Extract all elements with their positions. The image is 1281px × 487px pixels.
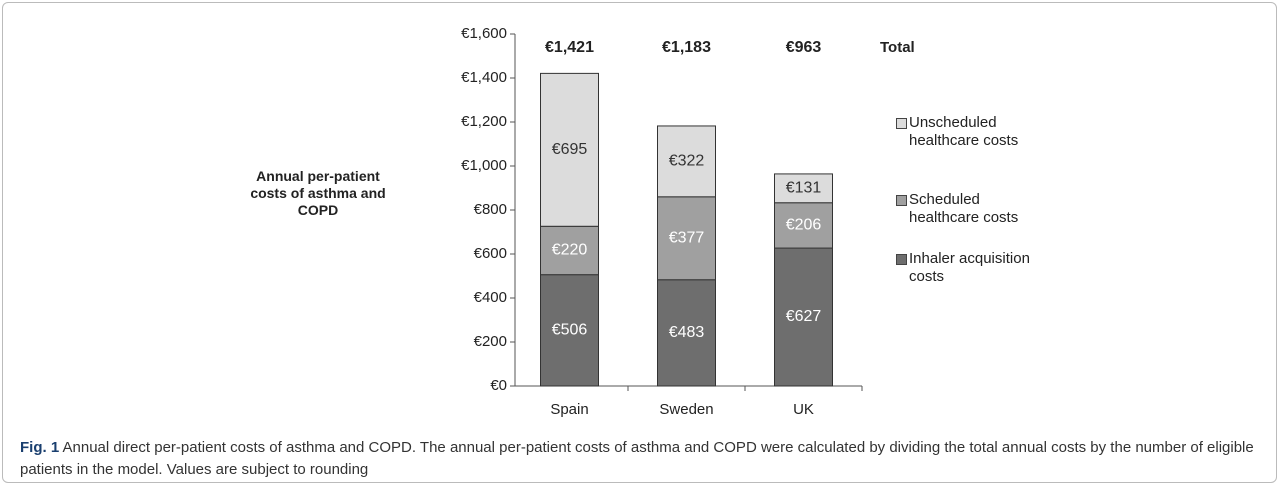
- bar-segment: [657, 125, 716, 198]
- legend-item: Inhaler acquisition costs: [896, 250, 1046, 286]
- caption-label: Fig. 1: [20, 439, 60, 456]
- y-axis-label: Annual per-patient costs of asthma and C…: [250, 168, 386, 218]
- y-tick-label: €800: [474, 201, 507, 218]
- value-label: €322: [669, 153, 705, 170]
- caption-text: Annual direct per-patient costs of asthm…: [20, 439, 1254, 478]
- bar-segment: [540, 274, 599, 387]
- value-label: €483: [669, 324, 705, 341]
- value-label: €131: [786, 180, 822, 197]
- value-label: €627: [786, 308, 822, 325]
- y-tick-label: €600: [474, 245, 507, 262]
- x-tick-label: Spain: [550, 401, 588, 418]
- bar-segment: [540, 72, 599, 227]
- bar-segment: [657, 279, 716, 387]
- y-tick-label: €1,600: [461, 25, 507, 42]
- total-label: €1,421: [545, 39, 594, 56]
- legend-label: Inhaler acquisition costs: [909, 250, 1030, 285]
- y-tick-label: €1,200: [461, 113, 507, 130]
- bar-segment: [774, 202, 833, 249]
- x-tick-label: UK: [793, 401, 814, 418]
- legend-label: Unscheduled healthcare costs: [909, 114, 1019, 149]
- value-label: €377: [669, 229, 705, 246]
- legend-item: Scheduled healthcare costs: [896, 191, 1046, 227]
- legend-swatch: [896, 118, 907, 129]
- value-label: €695: [552, 141, 588, 158]
- total-title: Total: [880, 39, 915, 56]
- caption: Fig. 1 Annual direct per-patient costs o…: [20, 437, 1260, 481]
- y-tick-label: €200: [474, 333, 507, 350]
- bar-segment: [774, 173, 833, 204]
- legend-label: Scheduled healthcare costs: [909, 191, 1019, 226]
- value-label: €506: [552, 322, 588, 339]
- y-tick-label: €0: [490, 377, 507, 394]
- legend-swatch: [896, 195, 907, 206]
- y-tick-label: €400: [474, 289, 507, 306]
- y-tick-label: €1,000: [461, 157, 507, 174]
- bar-segment: [657, 196, 716, 281]
- total-label: €963: [786, 39, 822, 56]
- total-label: €1,183: [662, 39, 711, 56]
- y-tick-label: €1,400: [461, 69, 507, 86]
- legend-item: Unscheduled healthcare costs: [896, 114, 1046, 150]
- legend-swatch: [896, 254, 907, 265]
- x-tick-label: Sweden: [659, 401, 713, 418]
- value-label: €206: [786, 217, 822, 234]
- value-label: €220: [552, 242, 588, 259]
- bar-segment: [774, 247, 833, 387]
